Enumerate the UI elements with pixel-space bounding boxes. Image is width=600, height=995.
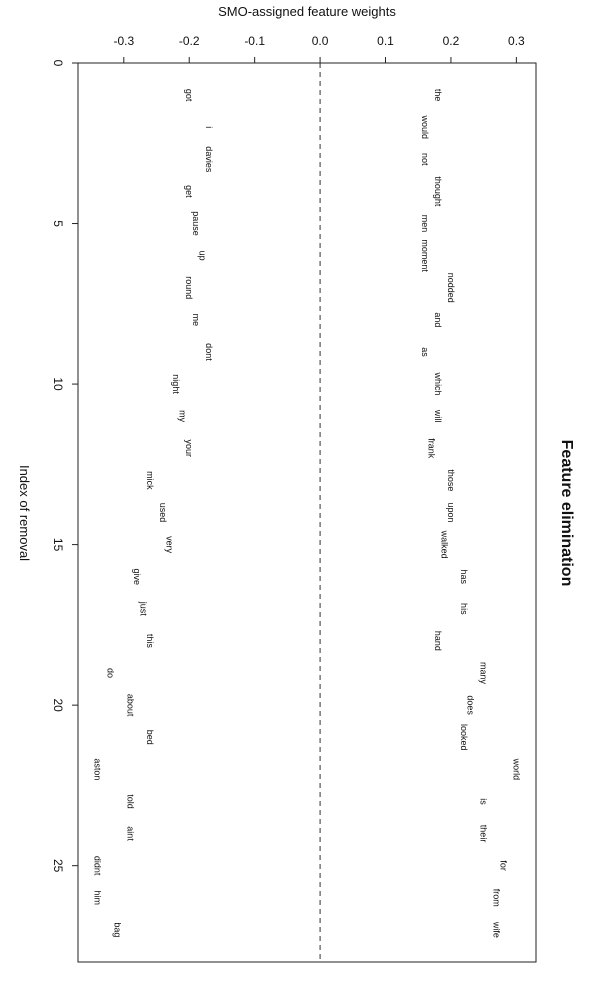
word-label: your [184,440,194,458]
word-label: men [420,215,430,233]
x-tick-label: 0.0 [312,34,329,48]
chart-title: Feature elimination [558,440,575,587]
x-tick-label: 0.3 [508,34,525,48]
plot-area [77,62,537,963]
word-label: aston [93,758,103,780]
y-tick-label: 5 [51,220,65,227]
word-label: wife [492,921,502,938]
word-label: and [433,312,443,327]
word-label: told [125,794,135,809]
word-label: would [420,114,430,139]
word-label: their [479,825,489,843]
x-tick-label: 0.2 [443,34,460,48]
y-tick-label: 25 [51,859,65,873]
y-axis-label: Index of removal [17,465,32,561]
word-label: world [511,758,521,781]
word-label: nodded [446,273,456,303]
word-label: just [138,601,148,617]
word-label: those [446,469,456,491]
word-label: do [106,668,116,678]
y-tick-label: 0 [51,60,65,67]
y-tick-label: 15 [51,538,65,552]
word-label: give [132,568,142,585]
word-label: his [459,603,469,615]
word-label: got [184,89,194,102]
word-label: used [158,503,168,523]
word-label: pause [191,211,201,236]
word-label: my [178,410,188,422]
y-axis: 0 5 10 15 20 25 [51,60,321,962]
word-label: from [492,889,502,907]
word-label: him [93,891,103,906]
word-label: me [191,314,201,327]
word-label: bed [145,730,155,745]
x-axis-label: SMO-assigned feature weights [218,4,396,19]
word-label: many [479,662,489,685]
x-tick-label: -0.1 [244,34,265,48]
word-label: about [125,694,135,717]
word-label: mick [145,471,155,490]
y-tick-label: 10 [51,377,65,391]
word-label: bag [112,922,122,937]
word-label: as [420,347,430,357]
word-label: davies [204,146,214,173]
x-tick-label: -0.2 [179,34,200,48]
word-label: for [498,860,508,871]
x-tick-label: 0.1 [377,34,394,48]
word-label: the [433,89,443,102]
word-label: walked [439,530,449,559]
word-label: this [145,634,155,649]
word-label: has [459,569,469,584]
word-label: round [184,276,194,299]
word-label: get [184,185,194,198]
word-label: looked [459,724,469,751]
word-label: does [466,695,476,715]
word-label: not [420,153,430,166]
word-label: very [165,536,175,554]
x-tick-label: -0.3 [113,34,134,48]
word-label: which [433,372,443,396]
word-label: didnt [93,856,103,876]
x-axis: -0.3 -0.2 -0.1 0.0 0.1 0.2 0.3 [113,34,525,64]
word-label: frank [426,438,436,459]
word-label: will [433,409,443,423]
word-label: up [197,251,207,261]
word-label: hand [433,631,443,651]
word-label: aint [125,826,135,841]
word-label: upon [446,502,456,522]
word-label: night [171,374,181,394]
word-label: dont [204,343,214,361]
word-label: i [204,126,214,128]
word-points: the got would i not davies thought get men pause m… [93,89,522,938]
word-label: moment [420,239,430,272]
word-label: is [479,798,489,805]
y-tick-label: 20 [51,698,65,712]
word-label: thought [433,176,443,207]
